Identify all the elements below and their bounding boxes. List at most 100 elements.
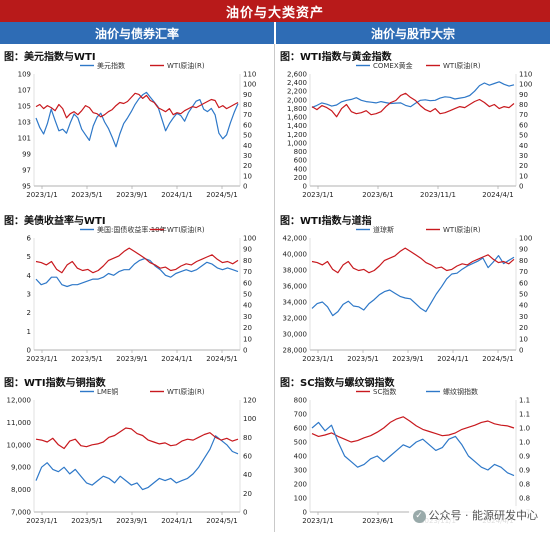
- series-line-right: [35, 247, 239, 274]
- y-left-tick-label: 2,200: [287, 88, 307, 96]
- series-line-right: [35, 427, 239, 450]
- watermark-text: 公众号 · 能源研发中心: [428, 509, 539, 522]
- y-right-tick-label: 50: [243, 132, 252, 140]
- x-tick-label: 2023/5/1: [71, 517, 102, 525]
- y-left-tick-label: 2,400: [287, 79, 307, 87]
- y-left-tick-label: 10,000: [7, 441, 32, 449]
- y-left-tick-label: 30,000: [283, 331, 308, 339]
- legend-label: WTI原油(R): [167, 225, 205, 234]
- series-line-left: [311, 81, 515, 108]
- series-line-right: [311, 92, 515, 118]
- y-left-tick-label: 3: [27, 291, 31, 299]
- y-right-tick-label: 70: [243, 111, 252, 119]
- y-right-tick-label: 120: [243, 397, 256, 405]
- series-line-right: [35, 92, 239, 119]
- y-left-tick-label: 1,400: [287, 122, 307, 130]
- y-right-tick-label: 60: [519, 279, 528, 287]
- y-left-tick-label: 600: [294, 425, 307, 433]
- x-tick-label: 2023/1/1: [26, 191, 57, 199]
- series-line-left: [311, 416, 515, 443]
- y-left-tick-label: 95: [22, 183, 31, 191]
- y-right-tick-label: 80: [243, 101, 252, 109]
- x-tick-label: 2023/5/1: [71, 355, 102, 363]
- x-tick-label: 2024/1/1: [161, 191, 192, 199]
- x-tick-label: 2024/5/1: [206, 355, 237, 363]
- legend-label: 美元指数: [97, 61, 125, 70]
- y-left-tick-label: 0: [303, 509, 307, 517]
- y-left-tick-label: 800: [294, 397, 307, 405]
- y-right-tick-label: 90: [243, 91, 252, 99]
- y-right-tick-label: 30: [243, 152, 252, 160]
- y-left-tick-label: 400: [294, 453, 307, 461]
- x-tick-label: 2023/1/1: [26, 517, 57, 525]
- y-right-tick-label: 40: [243, 142, 252, 150]
- y-right-tick-label: 40: [243, 471, 252, 479]
- y-right-tick-label: 30: [519, 152, 528, 160]
- chart-title: 图：SC指数与螺纹钢指数: [280, 378, 395, 389]
- y-right-tick-label: 90: [243, 246, 252, 254]
- y-right-tick-label: 30: [243, 313, 252, 321]
- y-right-tick-label: 10: [519, 172, 528, 180]
- y-left-tick-label: 200: [294, 174, 307, 182]
- y-left-tick-label: 11,000: [7, 419, 32, 427]
- y-left-tick-label: 36,000: [283, 283, 308, 291]
- y-left-tick-label: 34,000: [283, 299, 308, 307]
- x-tick-label: 2023/9/1: [116, 517, 147, 525]
- y-right-tick-label: 80: [243, 434, 252, 442]
- chart-title: 图：美债收益率与WTI: [4, 216, 106, 227]
- legend-label: COMEX黄金: [373, 61, 413, 70]
- y-left-tick-label: 2,600: [287, 71, 307, 79]
- series-line-right: [311, 421, 515, 477]
- y-right-tick-label: 40: [519, 302, 528, 310]
- y-right-tick-label: 100: [519, 81, 532, 89]
- series-line-left: [35, 435, 239, 491]
- y-right-tick-label: 0: [519, 183, 523, 191]
- y-right-tick-label: 90: [519, 91, 528, 99]
- y-left-tick-label: 400: [294, 165, 307, 173]
- y-right-tick-label: 70: [519, 268, 528, 276]
- usd-wti-chart: 95 97 99 101 103 105 107 109 0 10 20 30 40 50 60 70 80 90…: [18, 61, 257, 199]
- y-right-tick-label: 0: [243, 183, 247, 191]
- y-left-tick-label: 4: [27, 272, 32, 280]
- y-left-tick-label: 1,200: [287, 131, 307, 139]
- y-left-tick-label: 2,000: [287, 96, 307, 104]
- y-right-tick-label: 80: [519, 101, 528, 109]
- y-left-tick-label: 38,000: [283, 267, 308, 275]
- x-tick-label: 2024/1/1: [161, 517, 192, 525]
- y-right-tick-label: 110: [243, 71, 256, 79]
- y-right-tick-label: 1.1: [519, 397, 530, 405]
- y-left-tick-label: 12,000: [7, 397, 32, 405]
- y-left-tick-label: 2: [27, 309, 31, 317]
- y-right-tick-label: 20: [519, 162, 528, 170]
- y-left-tick-label: 600: [294, 157, 307, 165]
- chart-panel-wti-dow: 28,000 30,000 32,000 34,000 36,000 38,000 40,0…: [276, 210, 550, 372]
- y-left-tick-label: 700: [294, 411, 307, 419]
- y-left-tick-label: 103: [18, 119, 31, 127]
- series-line-left: [35, 91, 239, 148]
- y-right-tick-label: 50: [519, 132, 528, 140]
- x-tick-label: 2023/6/1: [362, 517, 393, 525]
- y-right-tick-label: 100: [519, 235, 532, 243]
- wechat-icon: ✓: [412, 509, 426, 523]
- chart-panel-wti-gold: 0 200 400 600 800 1,000 1,200 1,400 1,600 1,800 2,…: [276, 46, 550, 208]
- wti-copper-chart: 7,000 8,000 9,000 10,000 11,000 12,000 0 20 40 60…: [7, 387, 257, 525]
- x-tick-label: 2023/9/1: [392, 355, 423, 363]
- legend-label: 道琼斯: [373, 225, 394, 234]
- y-right-tick-label: 0: [519, 347, 523, 355]
- y-left-tick-label: 28,000: [283, 347, 308, 355]
- y-right-tick-label: 60: [243, 453, 252, 461]
- x-tick-label: 2023/11/1: [420, 191, 456, 199]
- y-right-tick-label: 1.0: [519, 439, 530, 447]
- y-right-tick-label: 100: [243, 81, 256, 89]
- x-tick-label: 2023/6/1: [362, 191, 393, 199]
- x-tick-label: 2024/1/1: [161, 355, 192, 363]
- y-left-tick-label: 8,000: [11, 486, 31, 494]
- legend-label: 美国:国债收益率:10年: [97, 225, 167, 234]
- y-right-tick-label: 1.1: [519, 411, 530, 419]
- y-left-tick-label: 100: [294, 495, 307, 503]
- y-right-tick-label: 60: [519, 121, 528, 129]
- x-tick-label: 2024/5/1: [206, 517, 237, 525]
- column-header-bonds-fx: 油价与债券汇率: [0, 22, 274, 44]
- y-left-tick-label: 40,000: [283, 251, 308, 259]
- legend-label: WTI原油(R): [443, 61, 481, 70]
